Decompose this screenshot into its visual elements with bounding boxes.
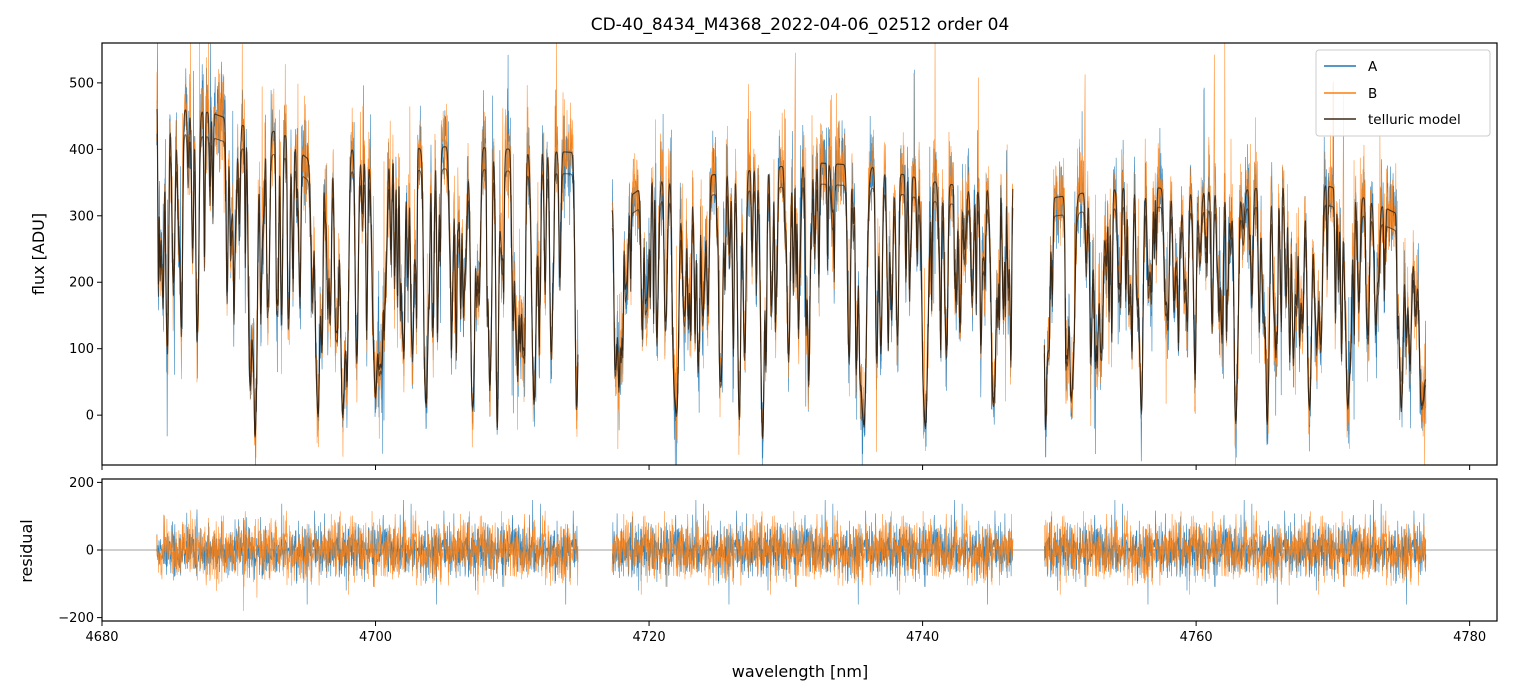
frame-layer: 0 100 200 300 400 500 −200 0 200 4680 4700 4720 4740… <box>58 42 1498 645</box>
telluric-model-line-b <box>1043 204 1427 431</box>
y-tick-label-flux: 200 <box>69 276 94 291</box>
legend-box <box>1315 49 1491 137</box>
x-tick-label: 4740 <box>906 630 939 645</box>
x-tick-label: 4700 <box>359 630 392 645</box>
series-b-residual-line <box>1044 510 1427 595</box>
y-tick-label-residual: 0 <box>86 544 94 559</box>
legend-label-telluric: telluric model <box>1368 112 1461 128</box>
y-tick-label-flux: 500 <box>69 76 94 91</box>
series-b-residual-line <box>611 510 1014 595</box>
x-tick-label: 4780 <box>1453 630 1486 645</box>
flux-plot-area <box>156 43 1427 465</box>
series-b-flux-line <box>611 43 1014 455</box>
series-b-residual-line <box>156 510 579 611</box>
y-axis-label-residual: residual <box>17 519 36 582</box>
y-tick-label-residual: −200 <box>58 611 94 626</box>
x-axis-label: wavelength [nm] <box>732 662 869 681</box>
y-tick-label-flux: 300 <box>69 209 94 224</box>
legend-label-a: A <box>1368 59 1378 75</box>
y-axis-label-flux: flux [ADU] <box>29 213 48 295</box>
telluric-model-line-b <box>156 133 579 438</box>
x-tick-label: 4720 <box>633 630 666 645</box>
legend-label-b: B <box>1368 86 1377 102</box>
x-tick-label: 4760 <box>1180 630 1213 645</box>
y-tick-label-residual: 200 <box>69 476 94 491</box>
telluric-model-line-b <box>611 183 1014 440</box>
x-tick-label: 4680 <box>85 630 118 645</box>
chart-title: CD-40_8434_M4368_2022-04-06_02512 order … <box>591 15 1010 35</box>
y-tick-label-flux: 400 <box>69 143 94 158</box>
panel-frame-flux <box>101 42 1498 466</box>
y-tick-label-flux: 0 <box>86 409 94 424</box>
legend: A B telluric model <box>1315 49 1491 137</box>
residual-plot-area <box>102 499 1497 611</box>
data-layer <box>102 43 1497 611</box>
y-tick-label-flux: 100 <box>69 342 94 357</box>
